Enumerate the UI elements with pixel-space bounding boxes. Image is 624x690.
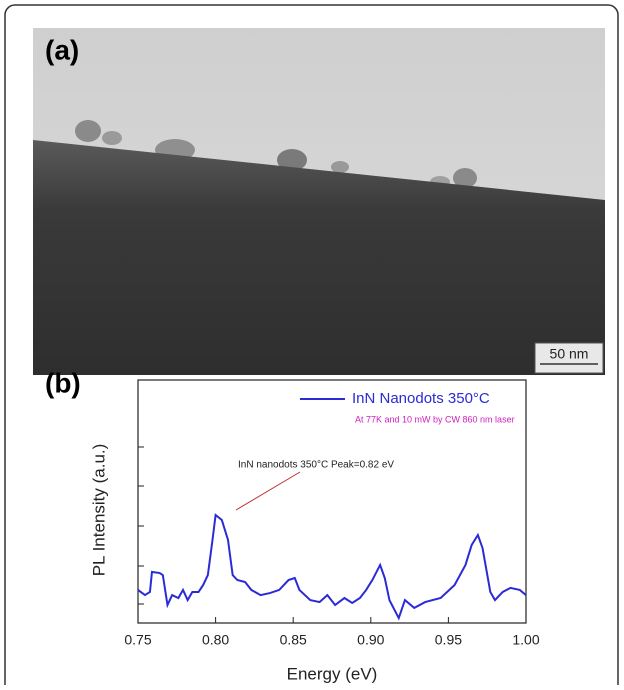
x-tick-label: 0.75 bbox=[124, 632, 151, 648]
page: {"panels": {"a": {"label": "(a)", "scale… bbox=[0, 0, 624, 685]
scale-bar-label: 50 nm bbox=[550, 346, 589, 362]
x-tick-label: 0.80 bbox=[202, 632, 229, 648]
data-line bbox=[138, 515, 526, 618]
x-tick-label: 1.00 bbox=[512, 632, 539, 648]
panel-label: (b) bbox=[45, 367, 81, 398]
x-tick-label: 0.90 bbox=[357, 632, 384, 648]
legend-note: At 77K and 10 mW by CW 860 nm laser bbox=[355, 414, 515, 424]
annotation: InN nanodots 350°C Peak=0.82 eV bbox=[238, 460, 394, 471]
panel-label: (a) bbox=[45, 34, 79, 65]
x-tick-label: 0.85 bbox=[280, 632, 307, 648]
x-axis-label: Energy (eV) bbox=[287, 664, 378, 683]
y-ticks bbox=[138, 447, 144, 604]
x-tick-label: 0.95 bbox=[435, 632, 462, 648]
legend-label: InN Nanodots 350°C bbox=[352, 390, 490, 407]
annotation-arrow bbox=[236, 472, 300, 510]
figure: (a) 50 nm (b) InN Nanodots 350°C At 77K … bbox=[0, 0, 624, 685]
y-axis-label: PL Intensity (a.u.) bbox=[89, 444, 108, 577]
tem-image bbox=[33, 28, 605, 375]
